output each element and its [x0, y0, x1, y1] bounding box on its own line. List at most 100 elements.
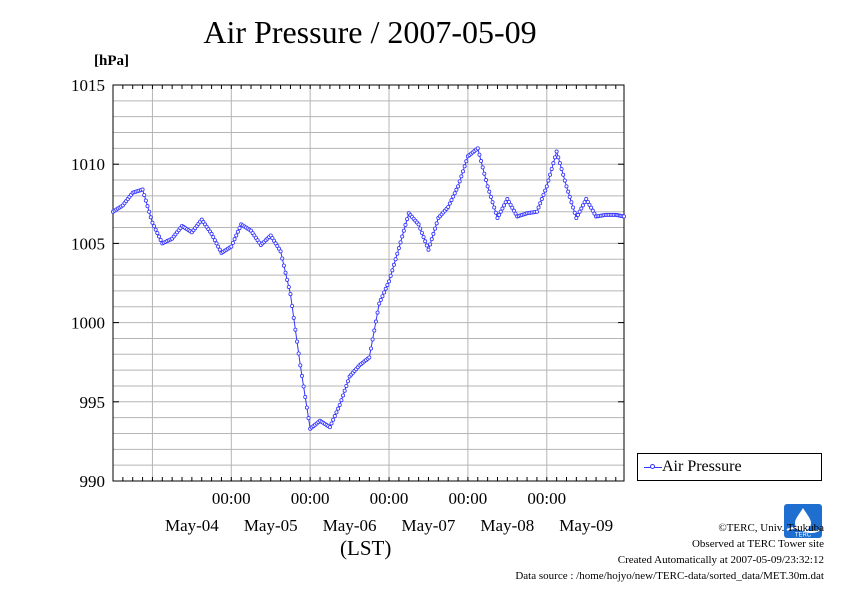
data-point — [477, 152, 482, 157]
data-point — [475, 146, 480, 151]
data-point — [572, 210, 577, 215]
x-tick-label-day: May-08 — [480, 516, 534, 535]
data-point — [582, 200, 587, 205]
data-point — [140, 187, 145, 192]
data-point — [377, 301, 382, 306]
data-point — [293, 327, 298, 332]
data-point — [148, 215, 153, 220]
data-point — [564, 184, 569, 189]
data-point — [566, 189, 571, 194]
data-point — [370, 337, 375, 342]
svg-text:TERC: TERC — [795, 533, 812, 539]
data-point — [513, 211, 518, 216]
data-point — [278, 249, 283, 254]
data-point — [543, 188, 548, 193]
data-point — [368, 346, 373, 351]
data-point — [479, 159, 484, 164]
data-point — [544, 184, 549, 189]
data-point — [505, 197, 510, 202]
data-point — [554, 149, 559, 154]
x-tick-label-time: 00:00 — [527, 489, 566, 508]
data-point — [426, 247, 431, 252]
data-point — [575, 212, 580, 217]
data-point — [234, 233, 239, 238]
data-point — [391, 262, 396, 267]
legend: Air Pressure — [637, 453, 822, 481]
data-point — [585, 199, 590, 204]
data-point — [502, 203, 507, 208]
data-point — [387, 279, 392, 284]
x-tick-label-time: 00:00 — [291, 489, 330, 508]
data-point — [295, 339, 300, 344]
data-point — [549, 166, 554, 171]
data-point — [385, 283, 390, 288]
data-point — [483, 178, 488, 183]
data-point — [431, 231, 436, 236]
x-tick-label-day: May-06 — [323, 516, 377, 535]
data-point — [303, 395, 308, 400]
data-point — [155, 231, 160, 236]
data-point — [562, 178, 567, 183]
data-point — [375, 310, 380, 315]
data-point — [459, 174, 464, 179]
y-tick-label: 1010 — [71, 155, 105, 174]
data-point — [557, 161, 562, 166]
data-point — [299, 373, 304, 378]
x-tick-label-time: 00:00 — [212, 489, 251, 508]
terc-logo: TERC — [784, 504, 822, 539]
credit-created: Created Automatically at 2007-05-09/23:3… — [617, 554, 824, 566]
data-point — [497, 212, 502, 217]
data-point — [462, 164, 467, 169]
data-point — [152, 224, 157, 229]
data-point — [419, 230, 424, 235]
y-tick-label: 995 — [80, 393, 106, 412]
data-point — [229, 244, 234, 249]
data-point — [556, 155, 561, 160]
x-tick-label-day: May-04 — [165, 516, 219, 535]
data-point — [500, 206, 505, 211]
data-point — [214, 241, 219, 246]
data-point — [405, 217, 410, 222]
data-point — [283, 270, 288, 275]
data-point — [511, 208, 516, 213]
data-point — [464, 159, 469, 164]
data-point — [536, 205, 541, 210]
data-point — [390, 268, 395, 273]
data-point — [367, 355, 372, 360]
data-point — [561, 172, 566, 177]
data-point — [493, 210, 498, 215]
y-tick-label: 1000 — [71, 314, 105, 333]
data-point — [574, 216, 579, 221]
data-point — [158, 237, 163, 242]
data-point — [482, 171, 487, 176]
data-point — [538, 201, 543, 206]
data-point — [571, 205, 576, 210]
data-point — [451, 194, 456, 199]
data-point — [551, 161, 556, 166]
data-point — [329, 421, 334, 426]
data-point — [285, 277, 290, 282]
data-point — [589, 205, 594, 210]
data-point — [281, 263, 286, 268]
data-point — [296, 351, 301, 356]
data-point — [288, 292, 293, 297]
data-point — [423, 239, 428, 244]
data-point — [341, 393, 346, 398]
data-point — [232, 237, 237, 242]
data-point — [388, 273, 393, 278]
data-point — [579, 206, 584, 211]
legend-label: Air Pressure — [662, 458, 742, 475]
data-point — [577, 209, 582, 214]
data-point — [487, 189, 492, 194]
data-point — [150, 220, 155, 225]
data-point — [298, 363, 303, 368]
x-tick-label-day: May-07 — [402, 516, 456, 535]
x-tick-label-day: May-05 — [244, 516, 298, 535]
x-tick-label-day: May-09 — [559, 516, 613, 535]
data-point — [401, 228, 406, 233]
data-point — [291, 315, 296, 320]
data-point — [211, 235, 216, 240]
data-point — [147, 209, 152, 214]
data-point — [212, 238, 217, 243]
data-point — [332, 414, 337, 419]
